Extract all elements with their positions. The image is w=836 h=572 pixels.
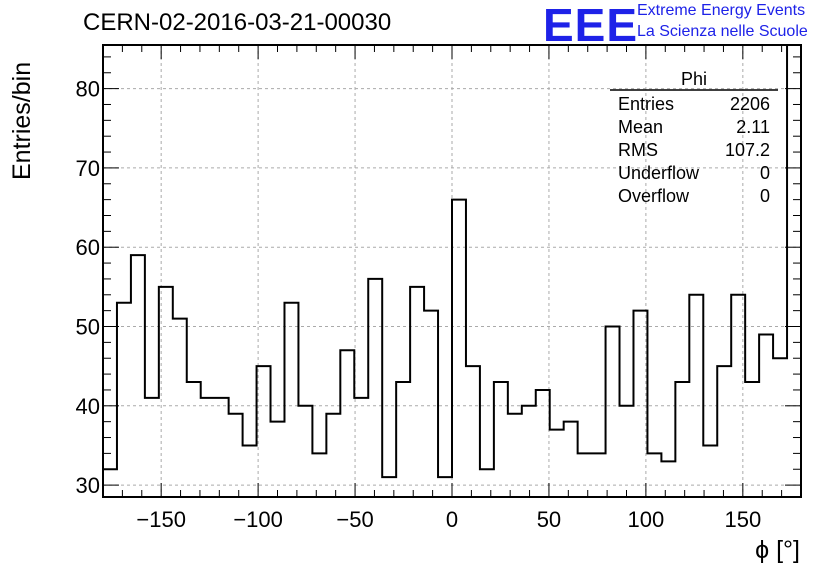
stats-value-overflow: 0 <box>760 186 770 206</box>
histogram-bin <box>312 453 326 497</box>
histogram-bin <box>564 422 578 497</box>
histogram-bin <box>717 366 731 497</box>
histogram-bin <box>340 350 354 497</box>
x-axis-title: ϕ [°] <box>755 536 800 564</box>
stats-label-overflow: Overflow <box>618 186 690 206</box>
histogram-bin <box>201 398 215 497</box>
histogram-bin <box>675 382 689 497</box>
histogram-bin <box>271 422 285 497</box>
histogram-bin <box>145 398 159 497</box>
x-tick-label: 0 <box>446 507 458 532</box>
histogram-bin <box>620 406 634 497</box>
stats-value-underflow: 0 <box>760 163 770 183</box>
stats-value-entries: 2206 <box>730 94 770 114</box>
histogram-outline <box>103 44 801 479</box>
histogram-bin <box>592 453 606 497</box>
histogram-bin <box>689 295 703 497</box>
stats-box: Phi Entries 2206 Mean 2.11 RMS 107.2 Und… <box>610 69 778 206</box>
tick-labels: −150 −100 −50 0 50 100 150 30 40 50 60 70 80 <box>76 77 762 532</box>
histogram-bin <box>536 390 550 497</box>
histogram-bin <box>452 200 466 497</box>
histogram-bin <box>173 319 187 497</box>
histogram-bin <box>103 469 117 497</box>
histogram-bin <box>284 303 298 497</box>
histogram-bin <box>131 255 145 497</box>
histogram-bin <box>159 287 173 497</box>
y-tick-label: 60 <box>76 235 100 260</box>
histogram-bin <box>466 366 480 497</box>
stats-value-rms: 107.2 <box>725 140 770 160</box>
histogram-bin <box>633 311 647 497</box>
histogram-bin <box>550 430 564 497</box>
histogram-bin <box>368 279 382 497</box>
logo-line-2: La Scienza nelle Scuole <box>637 23 808 40</box>
histogram-bin <box>494 382 508 497</box>
logo-line-1: Extreme Energy Events <box>637 2 806 19</box>
histogram-bin <box>117 303 131 497</box>
histogram-bin <box>438 477 452 497</box>
histogram-title: CERN-02-2016-03-21-00030 <box>83 9 392 36</box>
x-tick-label: −50 <box>336 507 373 532</box>
x-tick-label: −150 <box>136 507 186 532</box>
histogram-bin <box>187 382 201 497</box>
histogram-bin <box>326 414 340 497</box>
y-tick-label: 40 <box>76 394 100 419</box>
histogram-bin <box>759 334 773 497</box>
histogram-bin <box>745 382 759 497</box>
stats-label-rms: RMS <box>618 140 658 160</box>
histogram-bin <box>522 406 536 497</box>
y-tick-label: 50 <box>76 315 100 340</box>
histogram-bin <box>229 414 243 497</box>
histogram-bin <box>508 414 522 497</box>
histogram-bin <box>396 382 410 497</box>
histogram-bin <box>773 358 787 497</box>
histogram-bin <box>424 311 438 497</box>
stats-label-mean: Mean <box>618 117 663 137</box>
histogram-bin <box>787 45 801 497</box>
histogram-bin <box>606 327 620 497</box>
stats-label-entries: Entries <box>618 94 674 114</box>
eee-logo: EEE <box>543 0 639 51</box>
x-tick-label: −100 <box>233 507 283 532</box>
histogram-bin <box>298 406 312 497</box>
histogram-bin <box>243 445 257 497</box>
stats-name: Phi <box>681 69 707 89</box>
stats-label-underflow: Underflow <box>618 163 700 183</box>
histogram-bin <box>703 445 717 497</box>
y-tick-label: 70 <box>76 156 100 181</box>
y-tick-label: 30 <box>76 473 100 498</box>
histogram-bars <box>103 44 801 497</box>
histogram-bin <box>257 366 271 497</box>
y-axis-title: Entries/bin <box>8 62 36 180</box>
histogram-bin <box>731 295 745 497</box>
histogram-bin <box>215 398 229 497</box>
histogram-bin <box>647 453 661 497</box>
histogram-bin <box>410 287 424 497</box>
y-tick-label: 80 <box>76 77 100 102</box>
histogram-bin <box>578 453 592 497</box>
x-tick-label: 150 <box>724 507 761 532</box>
stats-value-mean: 2.11 <box>736 117 770 137</box>
histogram-bin <box>661 461 675 497</box>
x-tick-label: 100 <box>628 507 665 532</box>
histogram-bin <box>354 398 368 497</box>
histogram-bin <box>480 469 494 497</box>
x-tick-label: 50 <box>537 507 561 532</box>
axis-ticks <box>103 45 801 497</box>
